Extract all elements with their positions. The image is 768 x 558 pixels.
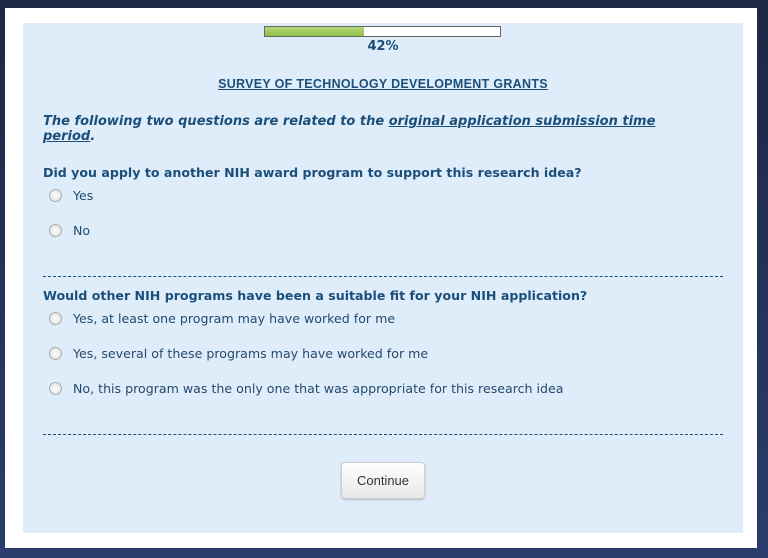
intro-before: The following two questions are related … [43, 114, 389, 129]
radio-button[interactable] [49, 347, 62, 360]
q2-option-1[interactable]: Yes, at least one program may have worke… [49, 311, 395, 326]
divider [43, 434, 723, 435]
radio-button[interactable] [49, 224, 62, 237]
radio-button[interactable] [49, 312, 62, 325]
option-label: Yes [73, 188, 94, 203]
intro-link: original application submission time per… [43, 114, 656, 144]
option-label: Yes, several of these programs may have … [73, 346, 429, 361]
q1-option-yes[interactable]: Yes [49, 188, 93, 203]
progress-label: 42% [367, 39, 399, 54]
divider [43, 276, 723, 277]
intro-text: The following two questions are related … [43, 114, 703, 144]
q1-option-no[interactable]: No [49, 223, 90, 238]
option-label: No, this program was the only one that w… [73, 381, 564, 396]
radio-button[interactable] [49, 382, 62, 395]
intro-after: . [90, 129, 96, 144]
progress-bar [264, 26, 501, 37]
survey-title: SURVEY OF TECHNOLOGY DEVELOPMENT GRANTS [218, 77, 548, 91]
continue-button[interactable]: Continue [341, 462, 425, 499]
option-label: No [73, 223, 91, 238]
q2-option-3[interactable]: No, this program was the only one that w… [49, 381, 564, 396]
progress-fill [265, 27, 364, 36]
radio-button[interactable] [49, 189, 62, 202]
survey-frame: 42% SURVEY OF TECHNOLOGY DEVELOPMENT GRA… [5, 8, 757, 548]
question-2: Would other NIH programs have been a sui… [43, 288, 588, 303]
q2-option-2[interactable]: Yes, several of these programs may have … [49, 346, 428, 361]
question-1: Did you apply to another NIH award progr… [43, 165, 582, 180]
survey-panel: 42% SURVEY OF TECHNOLOGY DEVELOPMENT GRA… [23, 23, 743, 533]
option-label: Yes, at least one program may have worke… [73, 311, 396, 326]
